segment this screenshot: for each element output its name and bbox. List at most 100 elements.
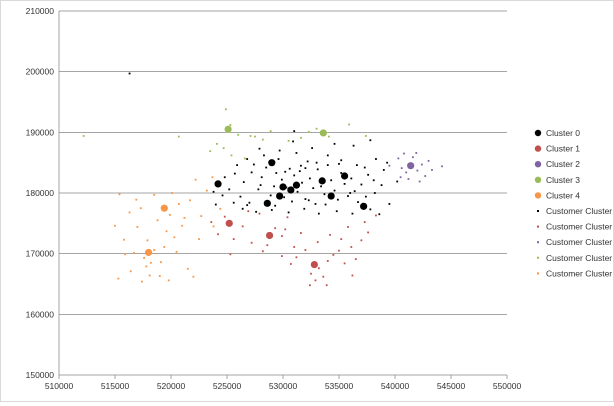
- data-point: [340, 172, 343, 174]
- data-point: [277, 158, 280, 160]
- y-tick-label: 190000: [26, 127, 55, 137]
- data-point: [146, 239, 149, 242]
- data-point: [258, 147, 261, 150]
- legend: Cluster 0 Cluster 1 Cluster 2 Cluster 3 Clus…: [534, 128, 614, 278]
- cluster-center-point: [292, 181, 301, 189]
- data-point: [241, 207, 244, 210]
- data-point: [143, 257, 146, 259]
- x-tick-label: 520000: [157, 381, 186, 391]
- data-point: [330, 179, 333, 182]
- data-point: [324, 203, 327, 206]
- data-point: [247, 210, 250, 213]
- data-point: [352, 144, 355, 147]
- data-point: [284, 170, 287, 173]
- x-tick-label: 545000: [437, 381, 466, 391]
- cluster-center-point: [327, 192, 335, 200]
- data-point: [278, 149, 281, 152]
- data-point: [261, 250, 264, 253]
- y-tick-label: 170000: [26, 249, 55, 259]
- data-point: [295, 152, 298, 154]
- data-point: [317, 267, 320, 270]
- data-point: [292, 140, 294, 143]
- data-point: [293, 174, 296, 177]
- data-point: [427, 159, 430, 162]
- data-point: [308, 177, 311, 180]
- data-point: [156, 219, 159, 222]
- legend-label: Customer Cluster 2: [546, 237, 613, 247]
- x-tick-label: 535000: [325, 381, 354, 391]
- data-point: [388, 164, 391, 167]
- data-point: [189, 199, 191, 202]
- series-customer-cluster-2: [388, 152, 443, 183]
- data-point: [369, 139, 372, 142]
- data-point: [360, 183, 363, 186]
- data-point: [403, 152, 405, 155]
- data-point: [269, 130, 272, 133]
- data-point: [351, 212, 354, 215]
- cluster-center-point: [224, 125, 232, 133]
- cluster-center-point: [160, 204, 168, 212]
- series-cluster-3: [224, 125, 327, 137]
- data-point: [135, 198, 138, 201]
- gridlines: [59, 10, 507, 315]
- data-point: [372, 179, 375, 182]
- data-point: [424, 175, 427, 177]
- data-point: [258, 212, 261, 215]
- data-point: [343, 262, 346, 265]
- data-point: [343, 183, 346, 185]
- data-point: [229, 124, 232, 126]
- cluster-center-point: [276, 192, 284, 200]
- legend-item: Cluster 4: [534, 190, 580, 200]
- data-point: [364, 135, 367, 137]
- data-point: [219, 207, 222, 210]
- legend-marker: [537, 225, 539, 228]
- data-point: [214, 203, 217, 206]
- legend-item: Customer Cluster 1: [537, 222, 614, 232]
- legend-label: Cluster 2: [546, 159, 580, 169]
- legend-marker: [534, 129, 542, 137]
- data-point: [323, 193, 326, 196]
- data-point: [329, 233, 331, 236]
- data-point: [236, 164, 238, 166]
- legend-item: Cluster 3: [534, 175, 580, 185]
- data-point: [363, 221, 366, 224]
- legend-marker: [537, 256, 539, 259]
- data-point: [249, 135, 252, 137]
- data-point: [186, 267, 189, 270]
- data-point: [296, 190, 299, 193]
- cluster-center-point: [341, 172, 349, 180]
- data-point: [223, 215, 226, 218]
- data-point: [139, 207, 142, 210]
- data-point: [128, 72, 131, 75]
- data-point: [287, 211, 290, 214]
- data-point: [167, 279, 170, 282]
- data-point: [181, 224, 184, 227]
- data-point: [200, 215, 203, 217]
- legend-label: Cluster 4: [546, 190, 580, 200]
- data-point: [280, 255, 283, 257]
- cluster-center-point: [214, 180, 222, 188]
- data-point: [328, 135, 330, 138]
- data-point: [338, 162, 340, 165]
- data-point: [232, 201, 235, 204]
- data-point: [250, 171, 253, 174]
- legend-label: Cluster 1: [546, 144, 580, 154]
- cluster-center-point: [360, 202, 368, 210]
- data-point: [333, 142, 336, 145]
- data-point: [354, 258, 357, 261]
- data-point: [224, 108, 227, 111]
- data-point: [136, 226, 139, 228]
- data-point: [311, 147, 314, 150]
- data-point: [117, 277, 120, 280]
- legend-marker: [537, 210, 539, 212]
- y-tick-label: 160000: [26, 309, 55, 319]
- x-tick-label: 540000: [381, 381, 410, 391]
- data-point: [314, 203, 317, 205]
- x-tick-label: 515000: [101, 381, 130, 391]
- data-point: [259, 184, 262, 187]
- data-point: [307, 199, 310, 202]
- data-point: [82, 135, 85, 137]
- data-point: [320, 185, 322, 188]
- data-point: [357, 201, 359, 203]
- data-point: [431, 169, 433, 171]
